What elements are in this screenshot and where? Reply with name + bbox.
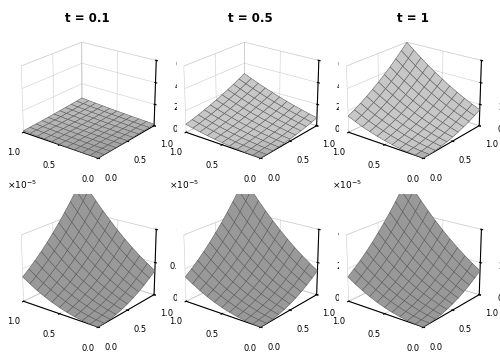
Title: t = 1: t = 1 bbox=[396, 12, 428, 25]
Title: t = 0.1: t = 0.1 bbox=[65, 12, 110, 25]
Text: $\times10^{-5}$: $\times10^{-5}$ bbox=[332, 179, 362, 191]
Text: $\times10^{-5}$: $\times10^{-5}$ bbox=[169, 179, 199, 191]
Title: t = 0.5: t = 0.5 bbox=[228, 12, 272, 25]
Text: $\times10^{-5}$: $\times10^{-5}$ bbox=[6, 179, 36, 191]
